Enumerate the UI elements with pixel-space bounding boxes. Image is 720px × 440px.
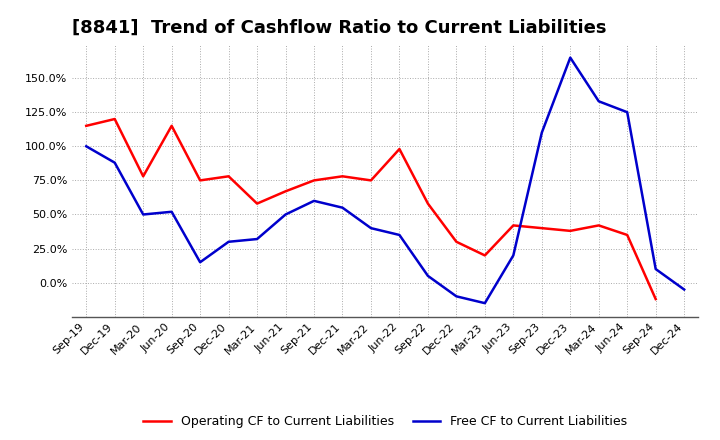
Operating CF to Current Liabilities [480, 253, 489, 258]
Operating CF to Current Liabilities [110, 116, 119, 121]
Operating CF to Current Liabilities [253, 201, 261, 206]
Line: Operating CF to Current Liabilities: Operating CF to Current Liabilities [86, 119, 656, 299]
Operating CF to Current Liabilities [310, 178, 318, 183]
Free CF to Current Liabilities [366, 225, 375, 231]
Text: [8841]  Trend of Cashflow Ratio to Current Liabilities: [8841] Trend of Cashflow Ratio to Curren… [72, 19, 606, 37]
Operating CF to Current Liabilities [595, 223, 603, 228]
Free CF to Current Liabilities [452, 294, 461, 299]
Operating CF to Current Liabilities [537, 225, 546, 231]
Free CF to Current Liabilities [680, 287, 688, 292]
Free CF to Current Liabilities [566, 55, 575, 60]
Line: Free CF to Current Liabilities: Free CF to Current Liabilities [86, 58, 684, 303]
Operating CF to Current Liabilities [652, 297, 660, 302]
Operating CF to Current Liabilities [509, 223, 518, 228]
Operating CF to Current Liabilities [566, 228, 575, 234]
Operating CF to Current Liabilities [366, 178, 375, 183]
Operating CF to Current Liabilities [395, 147, 404, 152]
Free CF to Current Liabilities [595, 99, 603, 104]
Free CF to Current Liabilities [139, 212, 148, 217]
Operating CF to Current Liabilities [139, 174, 148, 179]
Legend: Operating CF to Current Liabilities, Free CF to Current Liabilities: Operating CF to Current Liabilities, Fre… [138, 411, 632, 433]
Free CF to Current Liabilities [110, 160, 119, 165]
Free CF to Current Liabilities [537, 130, 546, 136]
Free CF to Current Liabilities [82, 143, 91, 149]
Operating CF to Current Liabilities [225, 174, 233, 179]
Free CF to Current Liabilities [395, 232, 404, 238]
Operating CF to Current Liabilities [338, 174, 347, 179]
Free CF to Current Liabilities [338, 205, 347, 210]
Free CF to Current Liabilities [623, 110, 631, 115]
Free CF to Current Liabilities [423, 273, 432, 279]
Free CF to Current Liabilities [509, 253, 518, 258]
Operating CF to Current Liabilities [167, 123, 176, 128]
Free CF to Current Liabilities [196, 260, 204, 265]
Operating CF to Current Liabilities [623, 232, 631, 238]
Free CF to Current Liabilities [225, 239, 233, 244]
Operating CF to Current Liabilities [423, 201, 432, 206]
Free CF to Current Liabilities [480, 301, 489, 306]
Free CF to Current Liabilities [652, 266, 660, 271]
Free CF to Current Liabilities [282, 212, 290, 217]
Operating CF to Current Liabilities [452, 239, 461, 244]
Free CF to Current Liabilities [310, 198, 318, 203]
Free CF to Current Liabilities [253, 236, 261, 242]
Operating CF to Current Liabilities [282, 189, 290, 194]
Free CF to Current Liabilities [167, 209, 176, 214]
Operating CF to Current Liabilities [196, 178, 204, 183]
Operating CF to Current Liabilities [82, 123, 91, 128]
